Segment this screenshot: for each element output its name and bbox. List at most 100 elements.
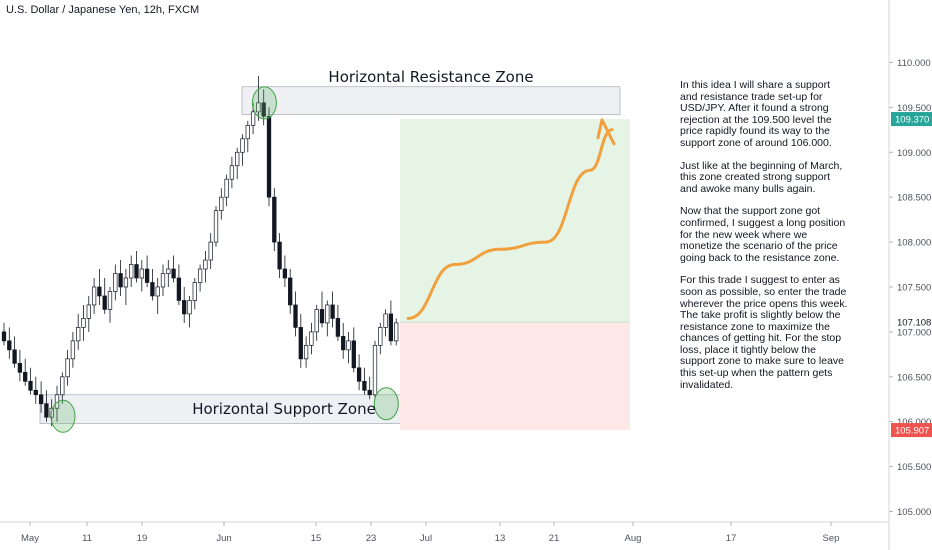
- candle: [356, 354, 362, 391]
- zone-labels-layer: Horizontal Resistance Zone Horizontal Su…: [192, 68, 533, 418]
- candle-body: [65, 358, 70, 378]
- symbol-title: U.S. Dollar / Japanese Yen, 12h, FXCM: [6, 4, 200, 16]
- candle-body: [12, 349, 17, 364]
- candle-body: [388, 313, 394, 342]
- candle-body: [118, 273, 123, 288]
- candle-body: [17, 362, 23, 373]
- time-tick-label: 15: [311, 533, 322, 544]
- candle: [372, 340, 378, 400]
- candle-body: [314, 309, 319, 333]
- candle: [171, 255, 176, 283]
- candle-body: [28, 380, 33, 391]
- candle-body: [303, 345, 309, 360]
- price-tick-label: 108.000: [897, 238, 931, 249]
- candle: [367, 376, 372, 400]
- candle-body: [1, 331, 7, 342]
- candle: [81, 304, 86, 341]
- candle-body: [288, 277, 293, 306]
- candle: [23, 358, 28, 386]
- price-tick-label: 105.500: [897, 462, 931, 473]
- time-tick-label: 21: [549, 533, 560, 544]
- candle-body: [192, 282, 197, 301]
- candle-body: [97, 286, 102, 297]
- candle: [33, 376, 38, 404]
- candle: [388, 300, 394, 346]
- note-paragraph: In this idea I will share a support and …: [680, 79, 832, 149]
- price-tag-box: [891, 112, 932, 127]
- take-profit-area[interactable]: [400, 119, 630, 323]
- price-tag-entry: 107.108: [897, 318, 931, 329]
- candle: [383, 309, 388, 337]
- candle-body: [309, 331, 314, 346]
- candle: [335, 304, 341, 341]
- price-tick-label: 106.000: [897, 417, 931, 428]
- candle-body: [224, 178, 229, 198]
- candle-body: [325, 304, 330, 324]
- candle: [240, 134, 245, 166]
- candle-body: [81, 318, 86, 328]
- time-tick-label: Jun: [216, 533, 231, 544]
- note-paragraph: For this trade I suggest to enter as soo…: [680, 274, 848, 391]
- price-tag-value: 109.370: [895, 115, 929, 126]
- candle-body: [256, 102, 261, 113]
- candle: [314, 304, 319, 341]
- candle: [107, 286, 113, 323]
- price-tick-label: 107.500: [897, 282, 931, 293]
- candle-body: [372, 345, 378, 396]
- idea-note: In this idea I will share a support and …: [680, 79, 850, 402]
- candle-body: [129, 264, 134, 279]
- candle-body: [70, 340, 76, 360]
- candle: [325, 300, 330, 337]
- long-position-tool[interactable]: [400, 119, 630, 431]
- candle: [266, 107, 272, 207]
- candle-body: [346, 340, 351, 351]
- candle: [86, 295, 91, 332]
- candle-body: [240, 138, 245, 153]
- candle-body: [176, 277, 182, 301]
- candle-body: [266, 115, 272, 198]
- candle-body: [60, 376, 65, 396]
- time-tick-label: Sep: [823, 533, 840, 544]
- candle: [160, 264, 166, 296]
- candle: [277, 233, 282, 278]
- time-tick-label: 13: [495, 533, 506, 544]
- candle-body: [91, 286, 97, 306]
- candle: [362, 367, 367, 395]
- candle: [319, 291, 325, 328]
- support-zone-label: Horizontal Support Zone: [192, 400, 376, 418]
- candle: [144, 255, 150, 287]
- candle-body: [277, 241, 282, 270]
- candle: [60, 372, 65, 404]
- price-tag-box: [891, 423, 932, 438]
- price-tick-label: 105.000: [897, 507, 931, 518]
- candle-body: [144, 268, 150, 283]
- candle: [129, 255, 134, 287]
- candle-body: [134, 264, 139, 279]
- candle-body: [150, 282, 155, 297]
- candle-body: [330, 304, 335, 319]
- candle-body: [362, 380, 367, 391]
- candle-body: [298, 327, 303, 360]
- price-tick-label: 109.500: [897, 103, 931, 114]
- candle: [309, 322, 314, 355]
- time-tick-label: May: [21, 533, 39, 544]
- candle-body: [171, 268, 176, 279]
- resistance-zone-label: Horizontal Resistance Zone: [328, 68, 533, 86]
- candle-body: [219, 196, 224, 211]
- projection-curve: [406, 128, 614, 320]
- candle: [102, 278, 107, 314]
- highlight-circle: [373, 387, 399, 421]
- candle-body: [282, 268, 288, 279]
- time-tick-label: 23: [366, 533, 377, 544]
- candle: [235, 147, 240, 180]
- resistance-zone: [241, 86, 621, 115]
- candle: [118, 260, 123, 296]
- candle: [394, 318, 399, 346]
- time-tick-label: 17: [726, 533, 737, 544]
- candle: [187, 295, 192, 328]
- candle: [1, 322, 7, 346]
- stop-loss-area[interactable]: [400, 322, 630, 431]
- candle-body: [86, 304, 91, 319]
